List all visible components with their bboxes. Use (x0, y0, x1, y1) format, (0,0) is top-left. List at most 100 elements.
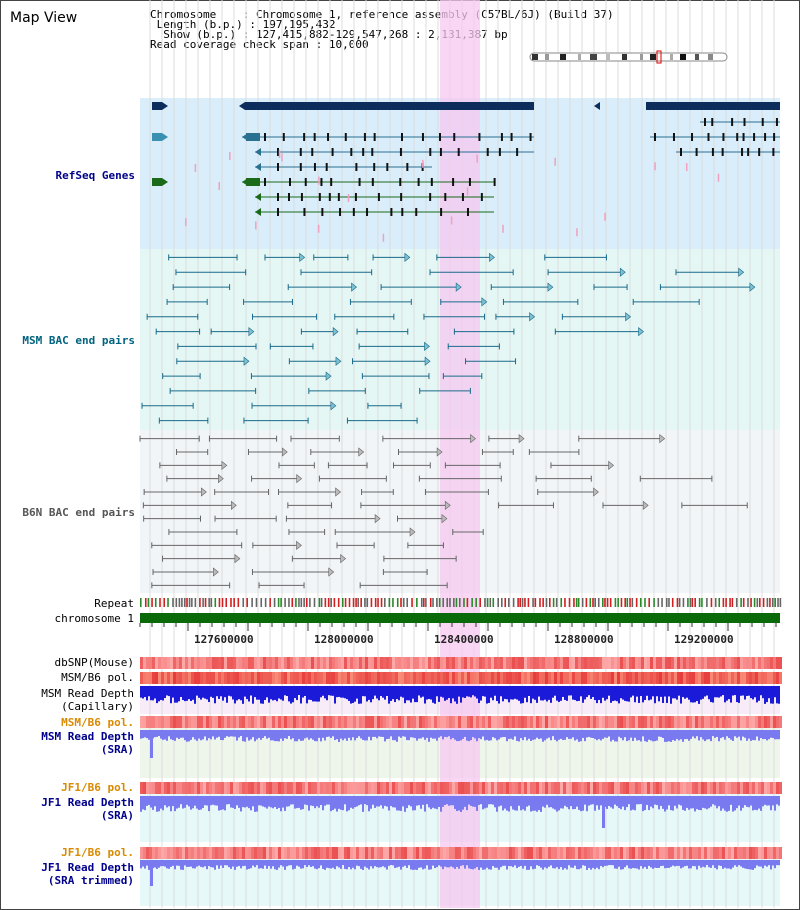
repeat-element (740, 598, 742, 607)
jf1-sra-depth (638, 796, 640, 805)
jf1-b6-pol-cell (473, 782, 476, 794)
msm-b6-pol-2-cell (770, 716, 773, 728)
msm-b6-pol-cell (299, 672, 302, 684)
msm-b6-pol-cell (317, 672, 320, 684)
msm-sra-depth (540, 730, 542, 739)
jf1-b6-pol-cell (398, 782, 401, 794)
jf1-sra-depth (656, 796, 658, 806)
repeat-element (747, 598, 749, 607)
msm-b6-pol-cell (269, 672, 272, 684)
jf1-b6-pol-2-cell (353, 847, 356, 859)
msm-sra-depth (524, 730, 526, 738)
repeat-element (230, 598, 232, 607)
gene-exon (529, 133, 532, 141)
msm-sra-depth (644, 730, 646, 742)
jf1-trim-depth (262, 860, 264, 869)
track-label-msm-bac[interactable]: MSM BAC end pairs (22, 334, 135, 347)
jf1-sra-depth (352, 796, 354, 809)
jf1-b6-pol-cell (608, 782, 611, 794)
msm-b6-pol-cell (383, 672, 386, 684)
jf1-b6-pol-cell (410, 782, 413, 794)
jf1-b6-pol-cell (530, 782, 533, 794)
jf1-b6-pol-2-cell (524, 847, 527, 859)
dbsnp-cell (542, 657, 545, 669)
dbsnp-cell (731, 657, 734, 669)
repeat-element (581, 598, 584, 607)
dbsnp-cell (356, 657, 359, 669)
gene-exon (439, 148, 442, 156)
jf1-b6-pol-cell (743, 782, 746, 794)
jf1-trim-depth (432, 860, 434, 866)
repeat-element (360, 598, 362, 607)
dbsnp-cell (395, 657, 398, 669)
jf1-b6-pol-2-cell (473, 847, 476, 859)
msm-b6-pol-2-cell (404, 716, 407, 728)
msm-b6-pol-2-cell (278, 716, 281, 728)
jf1-sra-depth (512, 796, 514, 810)
jf1-sra-depth (262, 796, 264, 807)
jf1-b6-pol-2-cell (587, 847, 590, 859)
repeat-element (194, 598, 197, 607)
msm-b6-pol-2-cell (299, 716, 302, 728)
jf1-b6-pol-cell (773, 782, 776, 794)
jf1-sra-depth (178, 796, 180, 808)
repeat-element (512, 598, 515, 607)
jf1-sra-depth (374, 796, 376, 808)
jf1-sra-depth (236, 796, 238, 806)
msm-capillary-depth (540, 686, 542, 701)
jf1-b6-pol-2-cell (545, 847, 548, 859)
msm-b6-pol-2-cell (569, 716, 572, 728)
jf1-b6-pol-cell (617, 782, 620, 794)
msm-capillary-depth (634, 686, 636, 703)
msm-b6-pol-cell (263, 672, 266, 684)
jf1-b6-pol-cell (323, 782, 326, 794)
msm-b6-pol-cell (290, 672, 293, 684)
repeat-element (333, 598, 336, 607)
msm-sra-depth (636, 730, 638, 741)
gene-exon (399, 178, 402, 186)
msm-capillary-depth (578, 686, 580, 701)
msm-sra-depth (634, 730, 636, 738)
jf1-b6-pol-cell (587, 782, 590, 794)
jf1-b6-pol-2-cell (188, 847, 191, 859)
jf1-b6-pol-2-cell (278, 847, 281, 859)
jf1-sra-depth (532, 796, 534, 811)
dbsnp-cell (536, 657, 539, 669)
jf1-b6-pol-cell (614, 782, 617, 794)
msm-capillary-depth (716, 686, 718, 698)
msm-sra-depth (436, 730, 438, 741)
msm-b6-pol-cell (671, 672, 674, 684)
jf1-trim-depth (322, 860, 324, 869)
jf1-b6-pol-cell (707, 782, 710, 794)
repeat-element (172, 598, 174, 607)
track-label-b6n-bac[interactable]: B6N BAC end pairs (22, 506, 135, 519)
msm-capillary-depth (166, 686, 168, 696)
msm-b6-pol-2-cell (314, 716, 317, 728)
jf1-sra-depth (714, 796, 716, 806)
jf1-sra-depth (708, 796, 710, 809)
dbsnp-cell (422, 657, 425, 669)
jf1-sra-depth (646, 796, 648, 805)
coverage-span-value: 10,000 (328, 38, 369, 51)
dbsnp-cell (221, 657, 224, 669)
msm-capillary-depth (584, 686, 586, 700)
jf1-b6-pol-2-cell (707, 847, 710, 859)
jf1-b6-pol-cell (314, 782, 317, 794)
msm-b6-pol-cell (401, 672, 404, 684)
jf1-sra-depth (570, 796, 572, 807)
jf1-trim-depth (390, 860, 392, 866)
msm-b6-pol-2-cell (242, 716, 245, 728)
dbsnp-cell (371, 657, 374, 669)
msm-b6-pol-cell (437, 672, 440, 684)
msm-sra-depth (348, 730, 350, 738)
msm-b6-pol-cell (200, 672, 203, 684)
msm-capillary-depth (288, 686, 290, 702)
jf1-b6-pol-cell (467, 782, 470, 794)
msm-sra-depth (290, 730, 292, 740)
track-label-refseq[interactable]: RefSeq Genes (55, 169, 135, 182)
jf1-sra-depth (372, 796, 374, 805)
jf1-b6-pol-cell (242, 782, 245, 794)
page-title: Map View (10, 10, 78, 26)
msm-sra-depth (402, 730, 404, 737)
